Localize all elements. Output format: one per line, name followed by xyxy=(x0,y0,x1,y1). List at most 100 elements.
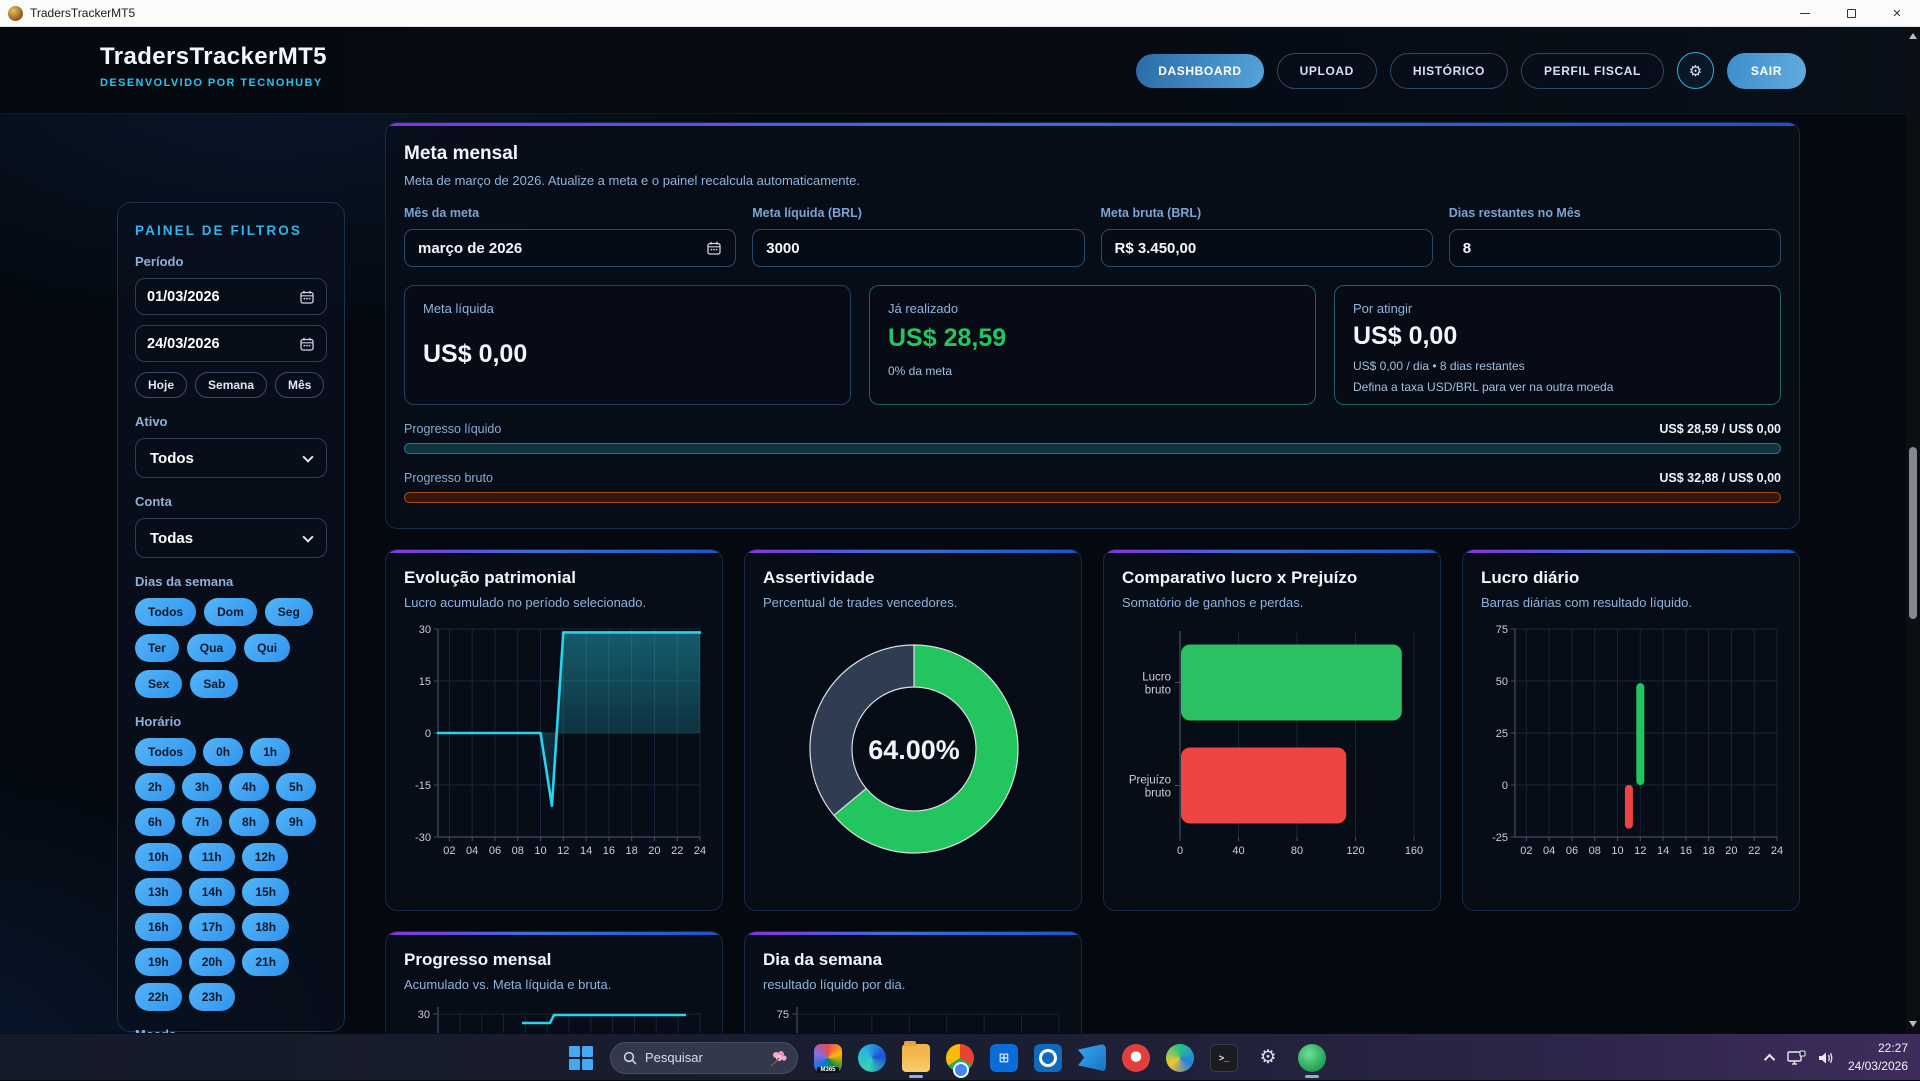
taskbar-settings-icon[interactable]: ⚙ xyxy=(1254,1044,1282,1072)
hour-chip[interactable]: 7h xyxy=(182,808,222,836)
progress-net-bar xyxy=(404,443,1781,454)
hour-chip[interactable]: 17h xyxy=(189,913,236,941)
svg-text:-15: -15 xyxy=(415,780,431,792)
range-mes-chip[interactable]: Mês xyxy=(275,372,324,398)
win-rate-card: Assertividade Percentual de trades vence… xyxy=(744,549,1082,911)
hour-chip[interactable]: 20h xyxy=(189,948,236,976)
goal-gross-field: Meta bruta (BRL) R$ 3.450,00 xyxy=(1101,206,1433,267)
outlook-icon[interactable] xyxy=(1034,1044,1062,1072)
hour-chip[interactable]: 14h xyxy=(189,878,236,906)
close-button[interactable]: ✕ xyxy=(1874,0,1920,26)
volume-icon[interactable] xyxy=(1817,1050,1837,1066)
weekday-chip[interactable]: Qua xyxy=(187,634,236,662)
hour-chip[interactable]: 19h xyxy=(135,948,182,976)
hour-chip[interactable]: 5h xyxy=(276,773,316,801)
hour-chip[interactable]: 12h xyxy=(242,843,289,871)
asset-label: Ativo xyxy=(135,414,327,429)
goal-net-input[interactable]: 3000 xyxy=(752,229,1084,267)
weekday-chip[interactable]: Todos xyxy=(135,598,196,626)
hour-chip[interactable]: 0h xyxy=(203,738,243,766)
hour-chip[interactable]: 21h xyxy=(242,948,289,976)
weekday-chip[interactable]: Ter xyxy=(135,634,179,662)
vscode-icon[interactable] xyxy=(1078,1044,1106,1072)
logout-button[interactable]: SAIR xyxy=(1727,53,1806,89)
svg-text:04: 04 xyxy=(1543,845,1555,857)
monthly-progress-chart: 30 xyxy=(404,1001,706,1033)
goal-gross-input[interactable]: R$ 3.450,00 xyxy=(1101,229,1433,267)
svg-text:20: 20 xyxy=(1725,845,1737,857)
filters-panel: PAINEL DE FILTROS Período 01/03/2026 24/… xyxy=(117,202,345,1032)
m365-copilot-icon[interactable]: M365 xyxy=(814,1044,842,1072)
weekday-chip[interactable]: Dom xyxy=(204,598,257,626)
svg-text:30: 30 xyxy=(419,624,431,636)
tray-chevron-icon[interactable] xyxy=(1764,1053,1775,1064)
file-explorer-icon[interactable] xyxy=(902,1044,930,1072)
green-app-icon[interactable] xyxy=(1298,1044,1326,1072)
range-semana-chip[interactable]: Semana xyxy=(195,372,267,398)
hour-chip[interactable]: 10h xyxy=(135,843,182,871)
svg-text:24: 24 xyxy=(694,845,706,857)
hour-chip[interactable]: 6h xyxy=(135,808,175,836)
brand-title: TradersTrackerMT5 xyxy=(100,43,327,71)
asset-select[interactable]: Todos xyxy=(135,438,327,478)
hour-chip[interactable]: 13h xyxy=(135,878,182,906)
goal-net-field: Meta líquida (BRL) 3000 xyxy=(752,206,1084,267)
start-button[interactable] xyxy=(568,1045,594,1071)
app-header: TradersTrackerMT5 DESENVOLVIDO POR TECNO… xyxy=(0,27,1920,114)
hour-chip[interactable]: 2h xyxy=(135,773,175,801)
hour-chip[interactable]: 11h xyxy=(189,843,235,871)
weekday-chip[interactable]: Sab xyxy=(190,670,238,698)
hour-chip[interactable]: 8h xyxy=(229,808,269,836)
colorful-app-icon[interactable] xyxy=(1166,1044,1194,1072)
hour-chip[interactable]: Todos xyxy=(135,738,196,766)
hour-chip[interactable]: 1h xyxy=(250,738,290,766)
goal-month-input[interactable]: março de 2026 xyxy=(404,229,736,267)
date-from-input[interactable]: 01/03/2026 xyxy=(135,278,327,315)
weekday-chip[interactable]: Sex xyxy=(135,670,182,698)
monthly-goal-card: Meta mensal Meta de março de 2026. Atual… xyxy=(385,122,1800,529)
chrome-icon[interactable] xyxy=(946,1044,974,1072)
account-select[interactable]: Todas xyxy=(135,518,327,558)
maximize-button[interactable] xyxy=(1828,0,1874,26)
nav-upload[interactable]: UPLOAD xyxy=(1277,53,1377,89)
nav-perfil-fiscal[interactable]: PERFIL FISCAL xyxy=(1521,53,1664,89)
svg-text:04: 04 xyxy=(466,845,478,857)
hour-chip[interactable]: 22h xyxy=(135,983,182,1011)
date-to-input[interactable]: 24/03/2026 xyxy=(135,325,327,362)
weekday-chip[interactable]: Qui xyxy=(244,634,290,662)
settings-button[interactable]: ⚙ xyxy=(1677,52,1714,89)
taskbar-search[interactable]: Pesquisar xyxy=(610,1042,798,1074)
range-hoje-chip[interactable]: Hoje xyxy=(135,372,187,398)
hour-chip[interactable]: 16h xyxy=(135,913,182,941)
svg-text:80: 80 xyxy=(1291,845,1303,857)
monthly-progress-card: Progresso mensal Acumulado vs. Meta líqu… xyxy=(385,931,723,1033)
page-scrollbar[interactable] xyxy=(1906,27,1920,1033)
terminal-icon[interactable]: >_ xyxy=(1210,1044,1238,1072)
hour-chip[interactable]: 9h xyxy=(276,808,316,836)
search-placeholder: Pesquisar xyxy=(645,1050,759,1065)
nav-dashboard[interactable]: DASHBOARD xyxy=(1136,54,1263,88)
hour-chip[interactable]: 23h xyxy=(189,983,236,1011)
brand: TradersTrackerMT5 DESENVOLVIDO POR TECNO… xyxy=(100,43,327,89)
hour-chip[interactable]: 15h xyxy=(242,878,289,906)
goal-month-field: Mês da meta março de 2026 xyxy=(404,206,736,267)
window-title: TradersTrackerMT5 xyxy=(30,6,135,20)
weekday-chip[interactable]: Seg xyxy=(265,598,313,626)
microsoft-store-icon[interactable]: ⊞ xyxy=(990,1044,1018,1072)
edge-icon[interactable] xyxy=(858,1044,886,1072)
nav-historico[interactable]: HISTÓRICO xyxy=(1390,53,1508,89)
hour-chip[interactable]: 4h xyxy=(229,773,269,801)
hour-chip[interactable]: 3h xyxy=(182,773,222,801)
svg-text:160: 160 xyxy=(1405,845,1423,857)
svg-text:50: 50 xyxy=(1496,676,1508,688)
hour-chip[interactable]: 18h xyxy=(242,913,289,941)
red-app-icon[interactable] xyxy=(1122,1044,1150,1072)
network-icon[interactable] xyxy=(1786,1050,1806,1066)
minimize-button[interactable] xyxy=(1782,0,1828,26)
svg-text:08: 08 xyxy=(1589,845,1601,857)
goal-days-input[interactable]: 8 xyxy=(1449,229,1781,267)
scrollbar-thumb[interactable] xyxy=(1909,447,1917,619)
scrollbar-up-icon[interactable] xyxy=(1909,33,1917,39)
tray-clock[interactable]: 22:27 24/03/2026 xyxy=(1848,1040,1908,1075)
scrollbar-down-icon[interactable] xyxy=(1909,1021,1917,1027)
